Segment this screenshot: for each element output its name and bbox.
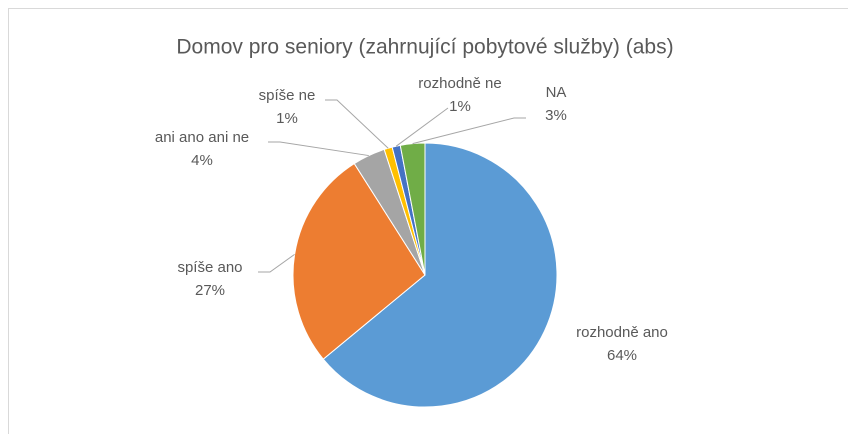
data-label-value: 27%	[195, 282, 225, 299]
data-label-category: NA	[546, 84, 567, 101]
leader-line	[325, 99, 389, 149]
data-label-value: 64%	[607, 347, 637, 364]
leader-line	[258, 253, 295, 273]
data-label-value: 1%	[449, 98, 471, 115]
data-label-value: 4%	[191, 152, 213, 169]
chart-title: Domov pro seniory (zahrnující pobytové s…	[176, 36, 673, 59]
data-label-category: rozhodně ne	[418, 75, 501, 92]
leader-line	[268, 141, 369, 157]
leader-line	[395, 107, 449, 147]
data-label-value: 3%	[545, 107, 567, 124]
data-label-category: ani ano ani ne	[155, 129, 249, 146]
data-label-category: spíše ne	[259, 87, 316, 104]
data-label-value: 1%	[276, 110, 298, 127]
data-label-category: spíše ano	[177, 259, 242, 276]
leader-line	[412, 117, 526, 145]
pie-slice	[322, 142, 558, 408]
data-label-category: rozhodně ano	[576, 324, 668, 341]
